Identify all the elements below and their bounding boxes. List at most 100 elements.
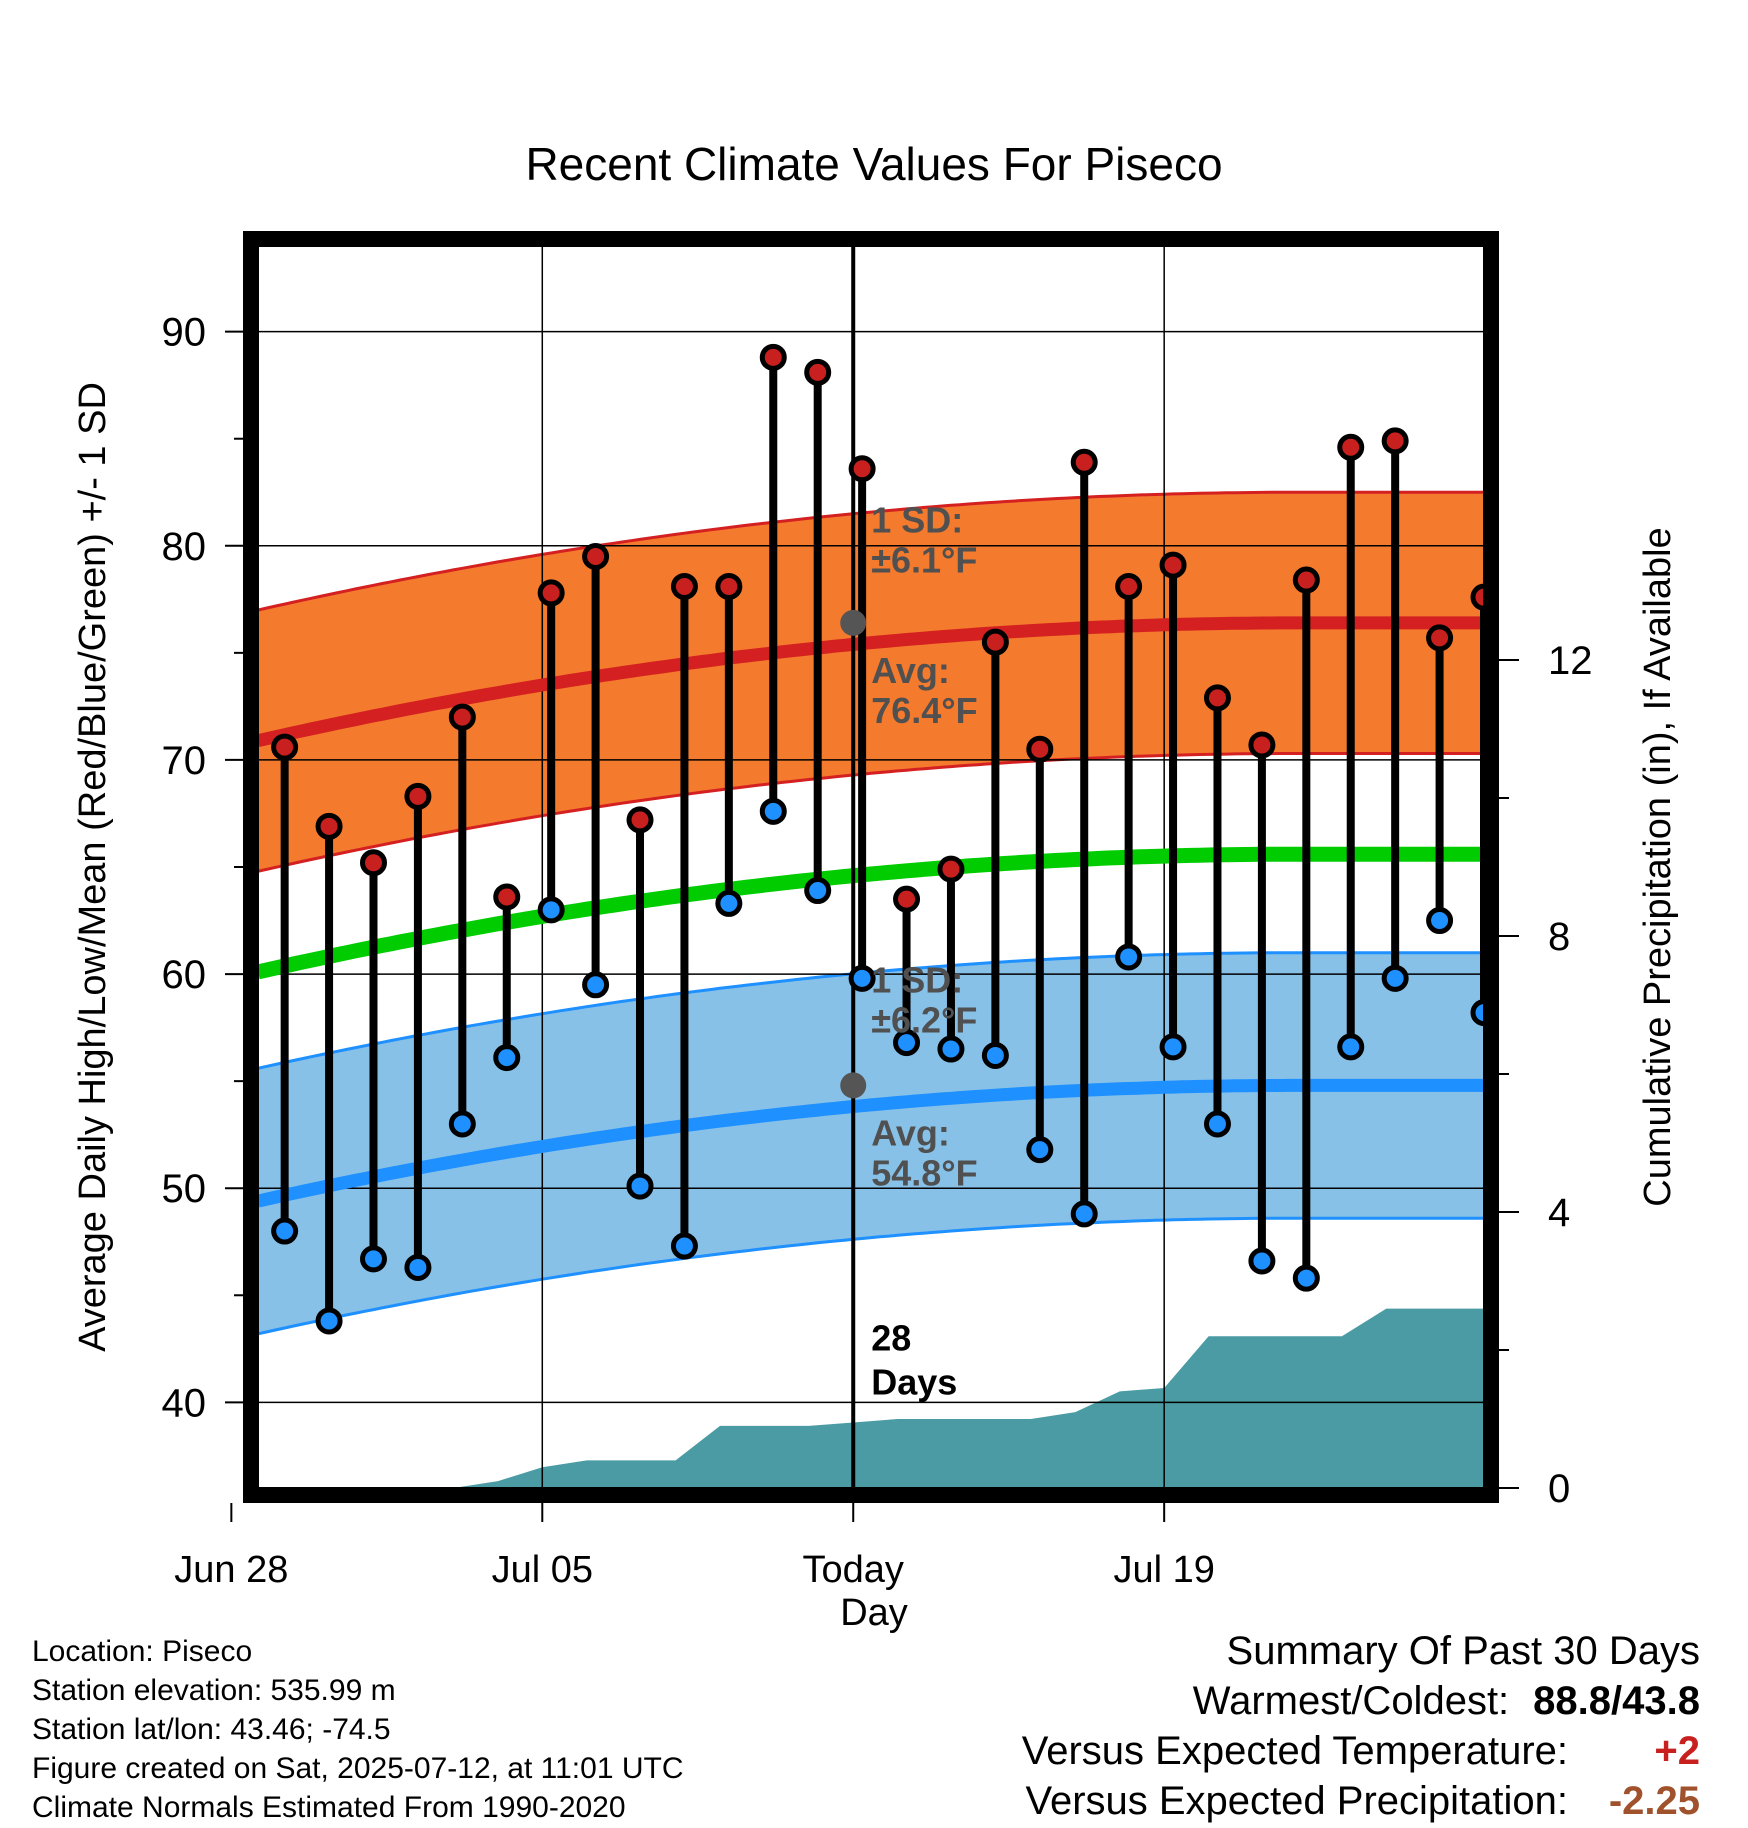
daily-high-point	[1337, 433, 1365, 461]
y-axis-label: Average Daily High/Low/Mean (Red/Blue/Gr…	[72, 382, 114, 1352]
chart-title: Recent Climate Values For Piseco	[525, 138, 1222, 190]
daily-high-point	[626, 806, 654, 834]
precipitation-row: Versus Expected Precipitation: -2.25	[1022, 1776, 1700, 1826]
daily-low-point	[1070, 1200, 1098, 1228]
y-tick-label: 90	[162, 311, 207, 355]
station-latlon: Station lat/lon: 43.46; -74.5	[32, 1713, 391, 1746]
low-sd-lower-line	[258, 1216, 1484, 1336]
y2-tick-label: 4	[1548, 1191, 1570, 1235]
daily-low-point	[759, 797, 787, 825]
daily-low-point	[404, 1253, 432, 1281]
daily-high-point	[848, 455, 876, 483]
daily-high-point	[670, 572, 698, 600]
warmest-coldest-value: 88.8/43.8	[1533, 1679, 1700, 1723]
daily-high-point	[804, 358, 832, 386]
y2-tick-label: 8	[1548, 915, 1570, 959]
daily-high-point	[493, 883, 521, 911]
daily-low-point	[1426, 907, 1454, 935]
daily-low-point	[359, 1245, 387, 1273]
y-tick-label: 80	[162, 525, 207, 569]
daily-high-point	[1562, 486, 1584, 508]
x-tick-label: Jul 05	[492, 1549, 593, 1591]
daily-high-point	[315, 812, 343, 840]
precip-area	[258, 1308, 1484, 1488]
daily-low-point	[1203, 1110, 1231, 1138]
y-tick-label: 60	[162, 953, 207, 997]
y-tick-label: 50	[162, 1167, 207, 1211]
high-avg-line	[258, 616, 1484, 748]
daily-low-point	[804, 877, 832, 905]
daily-high-point	[1026, 735, 1054, 763]
high-sd-label: 1 SD:	[871, 499, 963, 540]
daily-low-point	[1381, 964, 1409, 992]
daily-low-point	[1292, 1264, 1320, 1292]
x-tick-label: Jun 28	[174, 1549, 288, 1591]
high-avg-value: 76.4°F	[871, 690, 977, 731]
daily-low-point	[1248, 1247, 1276, 1275]
daily-low-point	[1115, 943, 1143, 971]
daily-high-point	[937, 855, 965, 883]
daily-low-point	[1337, 1033, 1365, 1061]
daily-high-point	[1426, 624, 1454, 652]
daily-low-point	[937, 1035, 965, 1063]
y-tick-label: 40	[162, 1381, 207, 1425]
daily-low-point	[981, 1041, 1009, 1069]
daily-high-point	[1292, 566, 1320, 594]
daily-low-point	[493, 1044, 521, 1072]
daily-high-point	[1470, 583, 1484, 611]
temperature-row: Versus Expected Temperature: +2	[1022, 1726, 1700, 1776]
figure-created: Figure created on Sat, 2025-07-12, at 11…	[32, 1752, 684, 1785]
daily-low-point	[537, 896, 565, 924]
daily-high-point	[537, 579, 565, 607]
daily-high-point	[359, 849, 387, 877]
temperature-value: +2	[1654, 1729, 1700, 1773]
daily-low-point	[670, 1232, 698, 1260]
warmest-coldest-label: Warmest/Coldest:	[1192, 1679, 1510, 1723]
daily-low-point	[315, 1307, 343, 1335]
low-avg-label: Avg:	[871, 1112, 950, 1153]
daily-high-point	[1381, 427, 1409, 455]
warmest-coldest-row: Warmest/Coldest: 88.8/43.8	[1022, 1676, 1700, 1726]
daily-high-point	[981, 628, 1009, 656]
daily-low-point	[715, 889, 743, 917]
daily-low-point	[1159, 1033, 1187, 1061]
daily-high-point	[271, 733, 299, 761]
daily-high-point	[1115, 572, 1143, 600]
daily-low-point	[1470, 999, 1484, 1027]
low-sd-value: ±6.2°F	[871, 1000, 977, 1041]
daily-high-point	[893, 885, 921, 913]
daily-high-point	[715, 572, 743, 600]
today-high-avg-marker	[840, 609, 867, 636]
station-location: Location: Piseco	[32, 1635, 253, 1668]
daily-high-point	[1203, 684, 1231, 712]
today-low-avg-marker	[840, 1072, 867, 1099]
y2-tick-label: 12	[1548, 639, 1593, 683]
summary-title: Summary Of Past 30 Days	[1226, 1629, 1700, 1673]
y2-tick-label: 0	[1548, 1467, 1570, 1511]
precip-days-unit: Days	[871, 1362, 957, 1403]
daily-high-point	[1159, 551, 1187, 579]
daily-high-point	[1070, 448, 1098, 476]
daily-low-point	[1517, 1002, 1539, 1024]
plot-frame	[243, 231, 1499, 1503]
daily-low-point	[893, 1029, 921, 1057]
precip-days-count: 28	[871, 1318, 911, 1359]
high-sd-band	[258, 492, 1484, 872]
high-sd-value: ±6.1°F	[871, 539, 977, 580]
daily-high-point	[1517, 531, 1539, 553]
precipitation-label: Versus Expected Precipitation:	[1025, 1779, 1568, 1823]
precipitation-value: -2.25	[1608, 1779, 1700, 1823]
y-tick-label: 70	[162, 739, 207, 783]
low-avg-value: 54.8°F	[871, 1152, 977, 1193]
x-tick-label: Today	[803, 1549, 904, 1591]
daily-low-point	[582, 971, 610, 999]
daily-high-point	[759, 343, 787, 371]
daily-high-point	[582, 543, 610, 570]
station-elevation: Station elevation: 535.99 m	[32, 1674, 396, 1707]
summary-panel: Summary Of Past 30 Days Warmest/Coldest:…	[1022, 1626, 1700, 1826]
station-info: Location: Piseco Station elevation: 535.…	[32, 1632, 684, 1827]
high-avg-label: Avg:	[871, 650, 950, 691]
temperature-label: Versus Expected Temperature:	[1021, 1729, 1568, 1773]
daily-low-point	[848, 964, 876, 992]
